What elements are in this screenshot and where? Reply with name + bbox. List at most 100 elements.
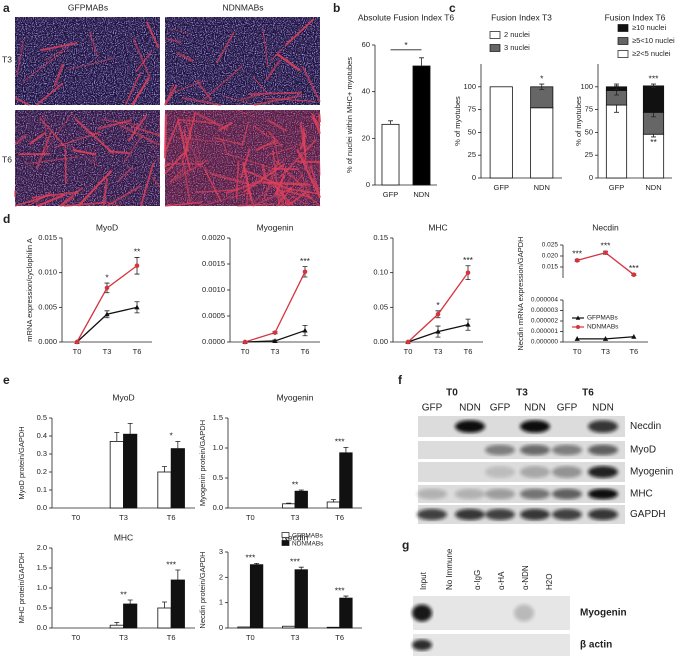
error-bar xyxy=(419,57,424,66)
bar xyxy=(294,569,308,629)
blot-band xyxy=(417,508,447,521)
chart-title: Fusion Index T6 xyxy=(605,12,666,22)
myotube xyxy=(131,77,150,106)
y-tick-label: 0.5 xyxy=(37,603,47,612)
blot-row-label: Necdin xyxy=(630,421,661,432)
marker xyxy=(603,250,608,255)
lane-label: No Immune xyxy=(445,548,454,590)
myotube xyxy=(285,189,313,199)
annotation: * xyxy=(404,40,408,50)
myotube xyxy=(309,175,321,191)
bar xyxy=(123,603,138,629)
myotube xyxy=(252,187,293,207)
myotube xyxy=(265,146,295,157)
legend-label: ≥5<10 nuclei xyxy=(632,36,675,45)
error-bar xyxy=(286,502,292,504)
y-tick-label: 1.0 xyxy=(37,583,47,592)
myotube xyxy=(276,201,293,207)
myotube xyxy=(135,51,152,73)
x-tick-label: T3 xyxy=(271,347,280,356)
error-bar xyxy=(114,622,120,626)
myotube xyxy=(218,121,234,132)
annotation: *** xyxy=(290,556,301,566)
y-tick-label: 2.0 xyxy=(37,543,47,552)
bar xyxy=(326,626,341,629)
myotube xyxy=(240,92,264,101)
myotube xyxy=(318,161,321,176)
x-tick-label: T0 xyxy=(241,347,250,356)
blot-band xyxy=(485,488,515,500)
annotation: *** xyxy=(463,255,474,265)
annotation: *** xyxy=(649,73,660,83)
y-tick-label: 0.020 xyxy=(542,253,559,260)
y-tick-label: 0.0015 xyxy=(202,259,225,268)
myotube xyxy=(118,123,161,147)
y-axis-label: % of myotubes xyxy=(453,96,462,146)
myotube xyxy=(222,95,256,106)
x-tick-label: GFP xyxy=(609,183,624,192)
myotube xyxy=(240,148,251,180)
marker xyxy=(602,336,609,341)
panel-label: c xyxy=(449,1,456,15)
myotube xyxy=(14,193,52,207)
legend-label: ≥10 nuclei xyxy=(632,23,666,32)
myotube xyxy=(296,148,321,199)
myotube xyxy=(37,193,66,208)
y-tick-label: 75 xyxy=(468,105,476,114)
error-bar xyxy=(614,83,619,90)
bar xyxy=(294,490,308,509)
chart-title: Necdin xyxy=(282,532,309,542)
annotation: *** xyxy=(572,249,583,259)
annotation: ** xyxy=(292,479,299,489)
x-tick-label: T0 xyxy=(404,347,413,356)
myotube xyxy=(44,46,70,61)
line xyxy=(576,251,635,276)
annotation: * xyxy=(540,73,544,83)
time-label: T6 xyxy=(582,388,594,399)
lane-label: NDN xyxy=(459,403,481,414)
marker xyxy=(104,285,110,291)
myotube xyxy=(40,42,78,52)
myotube xyxy=(286,191,307,207)
annotation: *** xyxy=(300,256,311,266)
blot-row-label: GAPDH xyxy=(630,509,666,520)
blot-band xyxy=(520,444,550,456)
x-tick-label: NDN xyxy=(534,183,550,192)
myotube xyxy=(283,180,308,207)
marker xyxy=(242,339,248,345)
myotube xyxy=(237,203,275,207)
marker xyxy=(272,338,278,343)
error-bar xyxy=(175,441,181,449)
myotube xyxy=(299,122,307,153)
myotube xyxy=(151,176,161,188)
myotube xyxy=(35,82,64,106)
legend-marker xyxy=(576,325,580,329)
myotube xyxy=(173,137,222,143)
marker xyxy=(465,321,471,327)
y-axis-label: MyoD protein/GAPDH xyxy=(17,426,26,499)
y-axis-label: Necdin protein/GAPDH xyxy=(198,551,207,628)
bar xyxy=(249,564,264,629)
x-tick-label: T0 xyxy=(73,347,82,356)
y-tick-label: 0.0020 xyxy=(202,233,225,242)
myotube xyxy=(164,148,189,175)
panel-label: f xyxy=(398,373,403,387)
bar xyxy=(381,123,400,186)
y-tick-label: 20 xyxy=(362,133,370,142)
myotube xyxy=(195,80,213,101)
x-tick-label: GFP xyxy=(383,190,398,199)
legend-swatch xyxy=(281,532,290,538)
myotube xyxy=(108,150,131,155)
x-tick-label: NDN xyxy=(645,183,661,192)
blot-band xyxy=(588,420,618,433)
legend-swatch xyxy=(617,50,629,58)
y-tick-label: 0.05 xyxy=(373,302,388,311)
error-bar xyxy=(539,83,545,90)
y-tick-label: 0.015 xyxy=(542,264,559,271)
myotube xyxy=(279,138,317,178)
x-tick-label: T3 xyxy=(291,633,300,642)
myotube xyxy=(177,119,192,171)
myotube xyxy=(141,121,161,164)
error-bar xyxy=(175,569,181,580)
myotube xyxy=(243,163,285,193)
